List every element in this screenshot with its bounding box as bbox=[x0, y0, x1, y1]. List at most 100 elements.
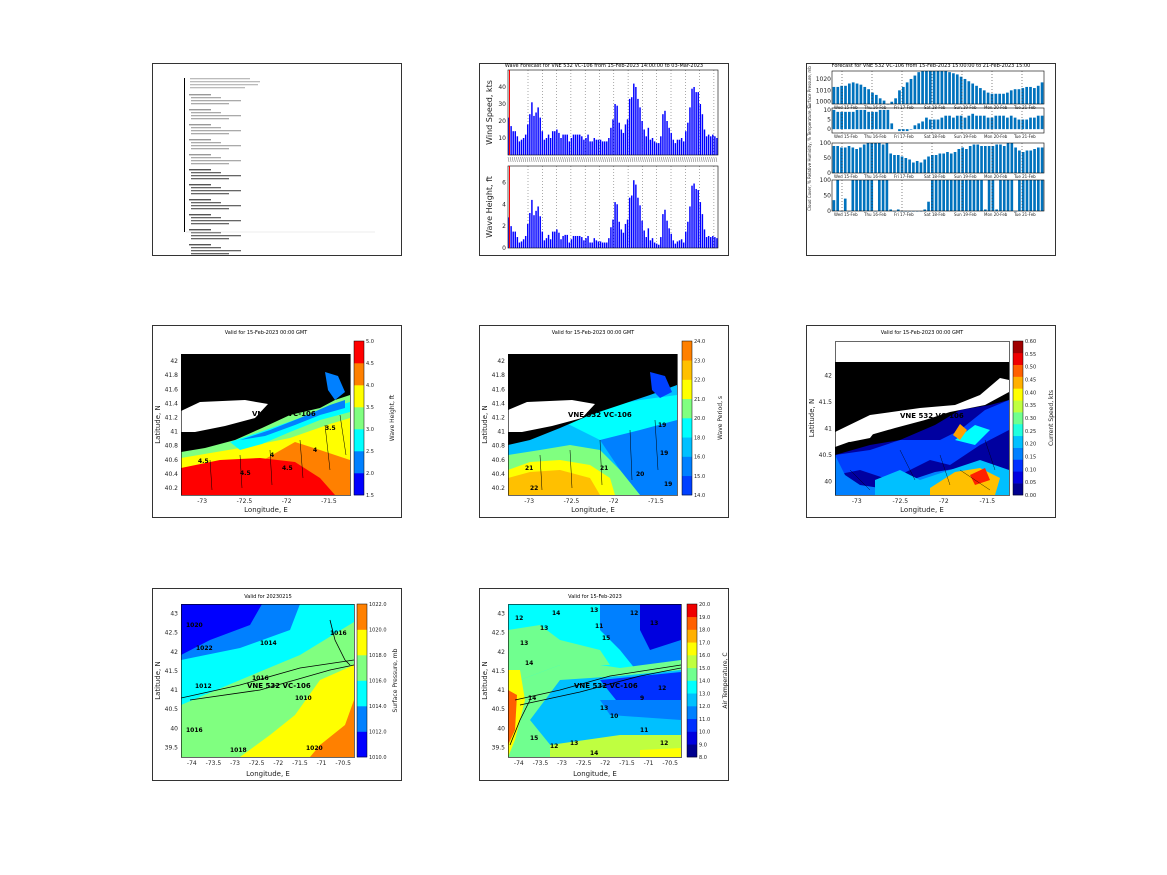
weather-forecast-title: Forecast for VNE 532 VC-106 from 15-Feb-… bbox=[832, 63, 1031, 69]
bar bbox=[832, 86, 836, 104]
y-axis-label: Wave Height, ft bbox=[485, 176, 494, 238]
text-report bbox=[184, 78, 375, 255]
y-tick-label: 41.5 bbox=[165, 668, 179, 675]
y-axis-label: Latitude, N bbox=[481, 405, 489, 444]
bar bbox=[942, 180, 946, 211]
text-line bbox=[191, 133, 229, 135]
bar bbox=[836, 111, 840, 130]
wind-arrow-icon bbox=[614, 156, 617, 163]
bar bbox=[645, 237, 647, 248]
contour-label: 11 bbox=[595, 623, 603, 630]
bar bbox=[975, 85, 978, 104]
bar bbox=[691, 88, 693, 155]
wind-arrow-icon bbox=[545, 156, 547, 163]
day-label: Thu 16-Feb bbox=[863, 134, 887, 139]
colorbar-swatch bbox=[357, 604, 367, 630]
wind-arrow-icon bbox=[680, 156, 682, 163]
bar bbox=[570, 239, 573, 248]
bar bbox=[568, 141, 571, 155]
bar bbox=[585, 238, 587, 248]
bar bbox=[930, 180, 934, 211]
wind-arrow-icon bbox=[579, 156, 581, 163]
text-line bbox=[190, 81, 260, 83]
colorbar-tick-label: 1022.0 bbox=[369, 602, 387, 608]
bar bbox=[554, 131, 556, 155]
bar bbox=[674, 243, 677, 248]
bar bbox=[545, 238, 548, 248]
contour-label: 20 bbox=[636, 471, 644, 478]
colorbar-tick-label: 16.0 bbox=[699, 653, 710, 659]
colorbar-tick-label: 2.5 bbox=[366, 449, 374, 455]
y-axis-label: Latitude, N bbox=[154, 405, 162, 444]
bar bbox=[855, 83, 859, 104]
bar bbox=[637, 98, 639, 155]
text-line bbox=[191, 250, 241, 252]
colorbar-tick-label: 0.15 bbox=[1025, 455, 1036, 461]
bar bbox=[699, 104, 702, 155]
wind-arrow-icon bbox=[587, 156, 589, 163]
colorbar-tick-label: 11.0 bbox=[699, 717, 710, 723]
colorbar-swatch bbox=[687, 616, 697, 630]
bar bbox=[703, 229, 706, 248]
bar bbox=[1013, 117, 1017, 130]
bar bbox=[641, 220, 643, 248]
bar bbox=[896, 209, 900, 211]
bar bbox=[1006, 143, 1010, 173]
bar bbox=[583, 240, 585, 248]
wind-arrow-icon bbox=[608, 156, 610, 163]
bar bbox=[952, 73, 955, 104]
colorbar-tick-label: 19.0 bbox=[699, 615, 710, 621]
colorbar-tick-label: 0.35 bbox=[1025, 403, 1036, 409]
bar bbox=[541, 231, 544, 248]
wind-arrow-icon bbox=[558, 156, 560, 163]
site-label: VNE 532 VC-106 bbox=[574, 682, 638, 690]
wind-arrow-icon bbox=[711, 156, 713, 163]
bar bbox=[520, 139, 523, 155]
bar bbox=[859, 84, 863, 104]
bar bbox=[948, 115, 951, 130]
bar bbox=[547, 134, 550, 155]
bar bbox=[658, 244, 660, 248]
bar bbox=[913, 125, 917, 130]
text-line bbox=[189, 124, 211, 126]
bar bbox=[672, 240, 675, 248]
bar bbox=[840, 85, 843, 104]
colorbar-frame bbox=[353, 340, 365, 496]
bar bbox=[955, 74, 959, 104]
bar bbox=[1033, 88, 1036, 104]
colorbar-tick-label: 0.55 bbox=[1025, 352, 1036, 358]
bar bbox=[874, 94, 878, 104]
bar bbox=[564, 234, 566, 248]
y-tick-label: 6 bbox=[502, 179, 506, 186]
wind-arrow-icon bbox=[652, 156, 655, 163]
bar bbox=[568, 242, 571, 248]
wind-arrow-icon bbox=[640, 156, 642, 163]
bar bbox=[1040, 180, 1044, 211]
bar bbox=[976, 180, 980, 211]
y-axis-label: Latitude, N bbox=[808, 399, 816, 438]
contour-label: 21 bbox=[525, 465, 533, 472]
bar bbox=[986, 117, 990, 130]
map-title: Valid for 20230215 bbox=[244, 594, 292, 600]
bar bbox=[1025, 86, 1029, 104]
bar bbox=[1021, 180, 1025, 211]
bar bbox=[1018, 180, 1021, 211]
site-label: VNE 532 VC-106 bbox=[247, 682, 311, 690]
colorbar-swatch bbox=[354, 407, 364, 430]
x-axis-label: Longitude, E bbox=[246, 770, 290, 778]
contour-label: 19 bbox=[660, 450, 668, 457]
y-tick-label: 100 bbox=[820, 140, 832, 147]
bar bbox=[1010, 143, 1014, 173]
wind-arrow-icon bbox=[621, 156, 623, 163]
bar bbox=[655, 143, 658, 155]
contour-label: 4 bbox=[270, 452, 274, 459]
bar bbox=[957, 149, 961, 173]
wind-arrow-icon bbox=[677, 156, 680, 163]
contour-label: 4.5 bbox=[282, 465, 293, 472]
y-tick-label: 40.4 bbox=[165, 471, 179, 478]
colorbar-tick-label: 0.25 bbox=[1025, 429, 1036, 435]
bar bbox=[1021, 88, 1025, 104]
text-line bbox=[191, 247, 221, 249]
bar bbox=[637, 197, 639, 248]
colorbar-swatch bbox=[687, 604, 697, 618]
